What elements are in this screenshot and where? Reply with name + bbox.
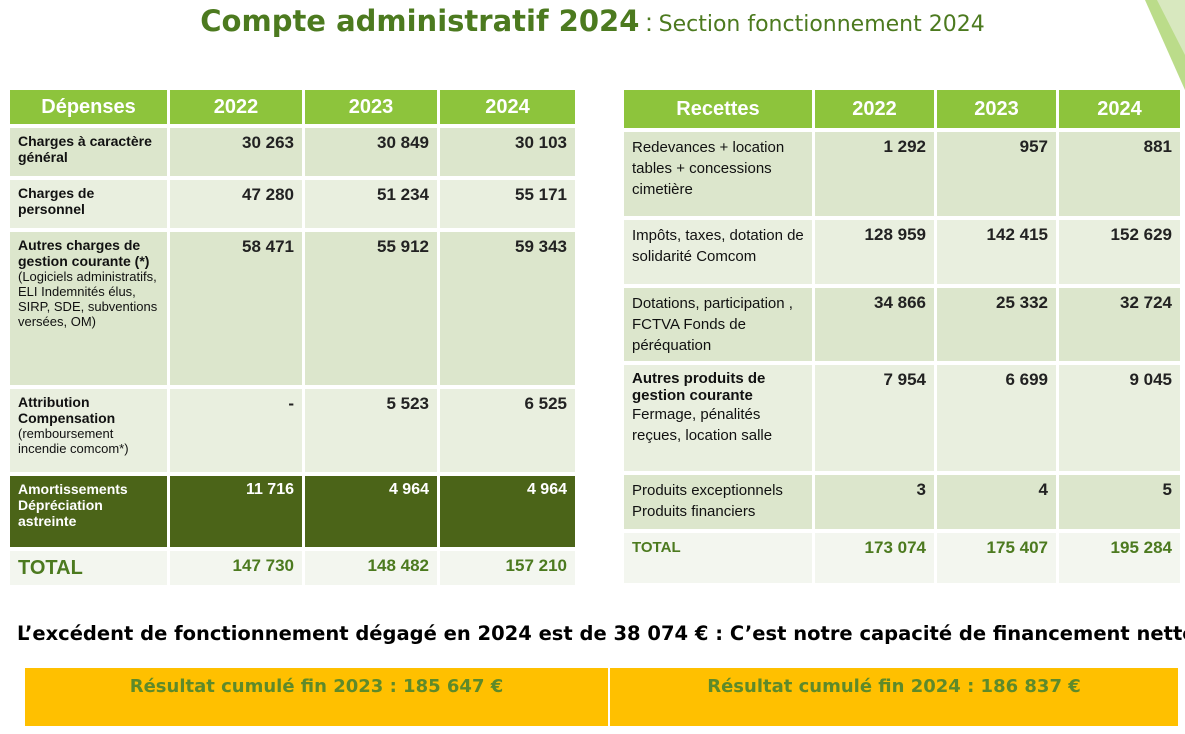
value-cell: 6 525 bbox=[440, 389, 578, 472]
value-cell: 4 964 bbox=[440, 476, 578, 547]
label-text: Autres charges de gestion courante (*) bbox=[18, 237, 150, 269]
data-row: Produits exceptionnels Produits financie… bbox=[624, 475, 1183, 529]
total-row: TOTAL 147 730 148 482 157 210 bbox=[10, 551, 578, 585]
label-note: Redevances + location tables + concessio… bbox=[632, 139, 785, 198]
label-note: Produits exceptionnels Produits financie… bbox=[632, 482, 783, 520]
value-cell: 30 103 bbox=[440, 128, 578, 176]
header-cell: Recettes bbox=[624, 90, 815, 128]
decoration bbox=[1145, 0, 1185, 90]
value-cell: 4 964 bbox=[305, 476, 440, 547]
value-cell: 195 284 bbox=[1059, 533, 1183, 583]
row-label: Redevances + location tables + concessio… bbox=[624, 132, 815, 216]
row-label: Dotations, participation , FCTVA Fonds d… bbox=[624, 288, 815, 361]
data-row: Autres charges de gestion courante (*) (L… bbox=[10, 232, 578, 385]
value-cell: 7 954 bbox=[815, 365, 937, 471]
data-row: Redevances + location tables + concessio… bbox=[624, 132, 1183, 216]
value-cell: 881 bbox=[1059, 132, 1183, 216]
data-row: Charges à caractère général 30 263 30 849 3… bbox=[10, 128, 578, 176]
row-label: Amortissements Dépréciation astreinte bbox=[10, 476, 170, 547]
title-main: Compte administratif 2024 bbox=[200, 4, 640, 38]
label-note: Dotations, participation , FCTVA Fonds d… bbox=[632, 295, 793, 354]
data-row: Attribution Compensation (remboursement … bbox=[10, 389, 578, 472]
data-row: Amortissements Dépréciation astreinte 11 … bbox=[10, 476, 578, 547]
value-cell: 6 699 bbox=[937, 365, 1059, 471]
value-cell: 142 415 bbox=[937, 220, 1059, 284]
header-cell: 2024 bbox=[440, 90, 578, 124]
data-row: Dotations, participation , FCTVA Fonds d… bbox=[624, 288, 1183, 361]
row-label: Charges de personnel bbox=[10, 180, 170, 228]
label-note: Impôts, taxes, dotation de solidarité Co… bbox=[632, 227, 804, 265]
header-cell: 2022 bbox=[815, 90, 937, 128]
title-sub: Section fonctionnement 2024 bbox=[658, 12, 985, 37]
value-cell: 3 bbox=[815, 475, 937, 529]
header-cell: Dépenses bbox=[10, 90, 170, 124]
label-text: Charges à caractère général bbox=[18, 133, 152, 165]
value-cell: 173 074 bbox=[815, 533, 937, 583]
total-row: TOTAL 173 074 175 407 195 284 bbox=[624, 533, 1183, 583]
header-cell: 2023 bbox=[305, 90, 440, 124]
value-cell: 4 bbox=[937, 475, 1059, 529]
value-cell: 55 171 bbox=[440, 180, 578, 228]
label-note: Fermage, pénalités reçues, location sall… bbox=[632, 406, 773, 444]
label-text: Autres produits de gestion courante bbox=[632, 370, 766, 404]
label-text: Amortissements Dépréciation astreinte bbox=[18, 481, 128, 529]
value-cell: 47 280 bbox=[170, 180, 305, 228]
label-note: (Logiciels administratifs, ELI Indemnité… bbox=[18, 269, 158, 329]
result-box: Résultat cumulé fin 2023 : 185 647 € bbox=[25, 668, 608, 726]
value-cell: 148 482 bbox=[305, 551, 440, 585]
recettes-table: Recettes 2022 2023 2024 Redevances + locatio… bbox=[624, 86, 1183, 587]
statement: L’excédent de fonctionnement dégagé en 2… bbox=[17, 622, 1185, 645]
header-cell: 2022 bbox=[170, 90, 305, 124]
header-cell: 2024 bbox=[1059, 90, 1183, 128]
header-cell: 2023 bbox=[937, 90, 1059, 128]
label-text: TOTAL bbox=[632, 539, 681, 556]
value-cell: 175 407 bbox=[937, 533, 1059, 583]
value-cell: 5 bbox=[1059, 475, 1183, 529]
row-label: Attribution Compensation (remboursement … bbox=[10, 389, 170, 472]
value-cell: 1 292 bbox=[815, 132, 937, 216]
row-label: Impôts, taxes, dotation de solidarité Co… bbox=[624, 220, 815, 284]
value-cell: 11 716 bbox=[170, 476, 305, 547]
row-label: TOTAL bbox=[624, 533, 815, 583]
label-text: TOTAL bbox=[18, 557, 83, 579]
value-cell: 152 629 bbox=[1059, 220, 1183, 284]
data-row: Charges de personnel 47 280 51 234 55 171 bbox=[10, 180, 578, 228]
row-label: Produits exceptionnels Produits financie… bbox=[624, 475, 815, 529]
value-cell: 147 730 bbox=[170, 551, 305, 585]
header-row: Recettes 2022 2023 2024 bbox=[624, 90, 1183, 128]
label-note: (remboursement incendie comcom*) bbox=[18, 426, 129, 456]
value-cell: 34 866 bbox=[815, 288, 937, 361]
row-label: Charges à caractère général bbox=[10, 128, 170, 176]
result-box: Résultat cumulé fin 2024 : 186 837 € bbox=[610, 668, 1178, 726]
value-cell: 957 bbox=[937, 132, 1059, 216]
value-cell: 128 959 bbox=[815, 220, 937, 284]
value-cell: 59 343 bbox=[440, 232, 578, 385]
value-cell: - bbox=[170, 389, 305, 472]
value-cell: 51 234 bbox=[305, 180, 440, 228]
data-row: Autres produits de gestion courante Ferma… bbox=[624, 365, 1183, 471]
row-label: TOTAL bbox=[10, 551, 170, 585]
value-cell: 25 332 bbox=[937, 288, 1059, 361]
label-text: Charges de personnel bbox=[18, 185, 95, 217]
value-cell: 32 724 bbox=[1059, 288, 1183, 361]
row-label: Autres charges de gestion courante (*) (L… bbox=[10, 232, 170, 385]
label-text: Attribution Compensation bbox=[18, 394, 116, 426]
data-row: Impôts, taxes, dotation de solidarité Co… bbox=[624, 220, 1183, 284]
value-cell: 157 210 bbox=[440, 551, 578, 585]
value-cell: 5 523 bbox=[305, 389, 440, 472]
title: Compte administratif 2024: Section foncti… bbox=[0, 4, 1185, 38]
header-row: Dépenses 2022 2023 2024 bbox=[10, 90, 578, 124]
value-cell: 30 263 bbox=[170, 128, 305, 176]
value-cell: 55 912 bbox=[305, 232, 440, 385]
depenses-table: Dépenses 2022 2023 2024 Charges à caractère … bbox=[10, 86, 578, 589]
value-cell: 30 849 bbox=[305, 128, 440, 176]
value-cell: 58 471 bbox=[170, 232, 305, 385]
value-cell: 9 045 bbox=[1059, 365, 1183, 471]
title-separator: : bbox=[645, 7, 653, 37]
row-label: Autres produits de gestion courante Ferma… bbox=[624, 365, 815, 471]
